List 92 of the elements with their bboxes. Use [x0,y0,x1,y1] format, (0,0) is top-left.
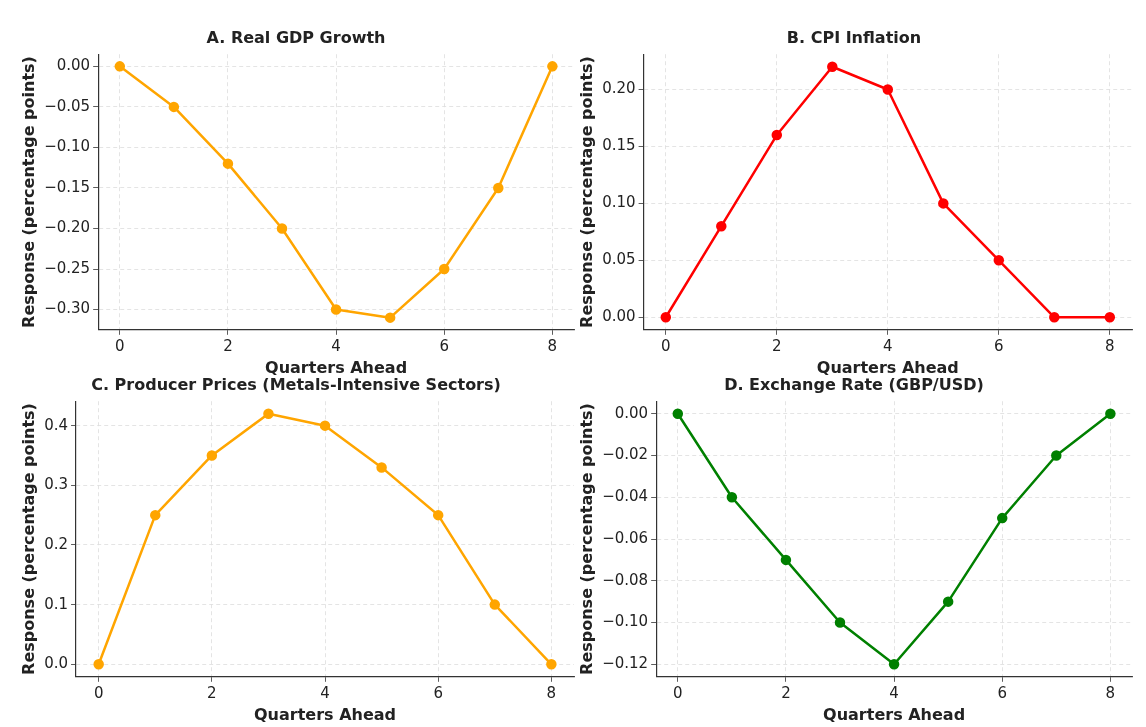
x-tick-label: 4 [320,683,330,702]
y-tick-label: 0.0 [44,654,69,673]
point [938,198,949,209]
y-tick-label: −0.06 [602,528,649,547]
y-tick-label: 0.4 [44,415,69,434]
x-tick-label: 6 [997,683,1007,702]
chart-title: B. CPI Inflation [786,27,922,47]
y-tick-label: 0.15 [602,136,636,155]
point [438,263,450,275]
x-axis-title: Quarters Ahead [254,704,397,724]
x-tick-label: 0 [673,683,683,702]
point [206,450,218,461]
x-tick-label: 4 [889,683,899,702]
y-axis-title: Response (percentage points) [18,56,38,328]
y-tick-label: 0.3 [44,475,69,494]
x-tick-label: 2 [223,336,233,355]
point [996,512,1008,524]
y-tick-label: −0.25 [44,258,91,277]
x-tick-label: 6 [994,336,1004,355]
point [222,158,234,169]
point [330,304,342,315]
y-tick-label: −0.05 [44,96,91,115]
y-tick-label: 0.20 [602,79,636,98]
point [672,408,684,419]
x-tick-label: 4 [883,336,893,355]
point [93,659,104,670]
x-axis-title: Quarters Ahead [816,357,959,377]
y-tick-label: −0.04 [602,487,649,506]
point [660,312,672,323]
point [882,84,894,95]
point [546,659,557,670]
point [780,554,792,566]
point [276,223,288,234]
x-tick-label: 8 [1105,683,1116,702]
chart-title: C. Producer Prices (Metals-Intensive Sectors) [91,374,501,394]
point [1051,450,1062,461]
y-axis-title: Response (percentage points) [18,403,38,675]
y-tick-label: −0.10 [602,612,649,631]
point [319,420,331,431]
y-tick-label: 0.00 [56,56,91,75]
x-tick-label: 2 [772,336,782,355]
y-tick-label: −0.30 [44,299,91,318]
point [168,101,180,113]
x-tick-label: 4 [331,336,341,355]
x-axis-title: Quarters Ahead [823,704,966,724]
point [942,596,954,607]
x-tick-label: 0 [115,336,125,355]
x-tick-label: 0 [661,336,671,355]
y-axis-title: Response (percentage points) [576,56,596,328]
point [726,491,738,503]
x-tick-label: 8 [547,336,558,355]
y-tick-label: −0.02 [602,445,649,464]
chart-title: A. Real GDP Growth [206,27,386,47]
point [888,659,900,670]
y-tick-label: 0.00 [602,307,636,326]
y-tick-label: −0.15 [44,177,91,196]
x-tick-label: 0 [93,683,104,702]
y-tick-label: 0.1 [44,594,69,613]
point [827,61,838,72]
point [834,617,846,628]
x-tick-label: 2 [781,683,791,702]
point [114,61,126,72]
y-tick-label: 0.10 [602,193,636,212]
point [384,312,396,323]
point [771,129,783,141]
y-tick-label: −0.10 [44,137,91,156]
point [1105,408,1116,419]
point [547,61,558,72]
point [1104,312,1116,323]
x-axis-title: Quarters Ahead [265,357,408,377]
point [489,599,501,610]
point [376,462,387,473]
point [1049,312,1060,323]
x-tick-label: 2 [207,683,217,702]
x-tick-label: 6 [439,336,449,355]
y-tick-label: −0.08 [602,570,649,589]
y-tick-label: 0.00 [614,403,649,422]
y-tick-label: −0.20 [44,218,91,237]
x-tick-label: 6 [433,683,443,702]
point [993,255,1005,266]
x-tick-label: 8 [1105,336,1115,355]
point [493,182,504,194]
point [263,408,274,419]
point [716,220,727,232]
chart-title: D. Exchange Rate (GBP/USD) [724,374,984,394]
y-axis-title: Response (percentage points) [576,403,596,675]
y-tick-label: 0.2 [44,534,69,553]
y-tick-label: −0.12 [602,654,649,673]
point [432,509,444,521]
x-tick-label: 8 [546,683,557,702]
y-tick-label: 0.05 [602,250,636,269]
point [150,509,161,521]
